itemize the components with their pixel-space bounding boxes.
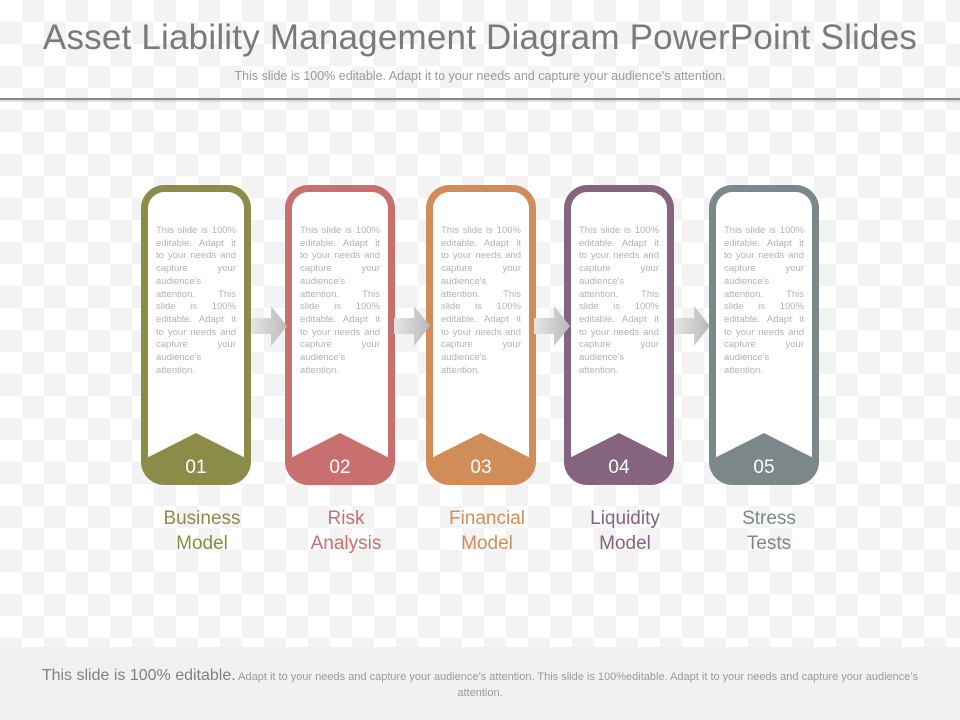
rounded-frame-shape	[709, 185, 819, 485]
step-label-2: Risk Analysis	[271, 506, 421, 556]
step-description: This slide is 100% editable. Adapt it to…	[724, 225, 804, 376]
step-label-line: Stress	[742, 508, 796, 529]
step-label-5: Stress Tests	[694, 506, 844, 556]
step-label-line: Model	[461, 533, 513, 554]
step-number: 05	[753, 457, 775, 478]
step-number: 04	[608, 457, 630, 478]
rounded-frame-shape	[141, 185, 251, 485]
step-label-line: Tests	[746, 533, 792, 554]
step-label-3: Financial Model	[412, 506, 562, 556]
footer-text: This slide is 100% editable. Adapt it to…	[40, 668, 920, 701]
step-number: 01	[185, 457, 207, 478]
arrow-right-icon	[394, 306, 430, 346]
rounded-frame-shape	[285, 185, 395, 485]
step-card-1: This slide is 100% editable. Adapt it to…	[141, 185, 251, 485]
step-number: 02	[329, 457, 351, 478]
step-description: This slide is 100% editable. Adapt it to…	[300, 225, 380, 376]
page-title: Asset Liability Management Diagram Power…	[42, 18, 918, 57]
step-description: This slide is 100% editable. Adapt it to…	[579, 225, 659, 376]
step-card-4: This slide is 100% editable. Adapt it to…	[564, 185, 674, 485]
step-number: 03	[470, 457, 492, 478]
step-label-1: Business Model	[127, 506, 277, 556]
step-label-line: Business	[163, 508, 241, 529]
step-description: This slide is 100% editable. Adapt it to…	[156, 225, 236, 376]
step-card-5: This slide is 100% editable. Adapt it to…	[709, 185, 819, 485]
step-label-line: Risk	[327, 508, 365, 529]
step-label-line: Financial	[448, 508, 526, 529]
arrow-right-icon	[534, 306, 570, 346]
header-divider	[0, 98, 960, 100]
step-label-line: Model	[176, 533, 228, 554]
arrow-right-icon	[674, 306, 710, 346]
rounded-frame-shape	[426, 185, 536, 485]
rounded-frame-shape	[564, 185, 674, 485]
footer-lead: This slide is 100% editable.	[41, 667, 236, 684]
footer-bar: This slide is 100% editable. Adapt it to…	[0, 647, 960, 720]
step-label-line: Analysis	[310, 533, 382, 554]
page-subtitle: This slide is 100% editable. Adapt it to…	[234, 69, 726, 83]
step-card-2: This slide is 100% editable. Adapt it to…	[285, 185, 395, 485]
step-label-4: Liquidity Model	[550, 506, 700, 556]
step-label-line: Model	[599, 533, 651, 554]
step-label-line: Liquidity	[590, 508, 660, 529]
step-card-3: This slide is 100% editable. Adapt it to…	[426, 185, 536, 485]
step-description: This slide is 100% editable. Adapt it to…	[441, 225, 521, 376]
footer-rest: Adapt it to your needs and capture your …	[235, 671, 919, 699]
arrow-right-icon	[251, 306, 287, 346]
